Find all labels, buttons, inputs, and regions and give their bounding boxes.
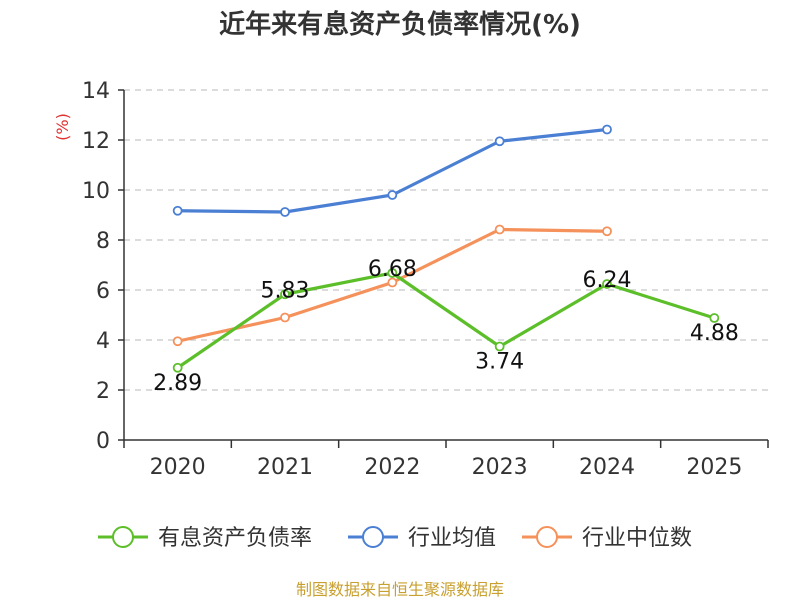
data-label: 4.88: [690, 321, 739, 346]
y-tick-label: 8: [96, 229, 110, 254]
legend-item[interactable]: 行业均值: [348, 526, 496, 551]
data-point[interactable]: [709, 313, 720, 323]
data-point[interactable]: [172, 205, 183, 216]
grid-lines: [124, 89, 768, 391]
data-labels: 2.89 5.83 6.68 3.74 6.24 4.88: [153, 257, 739, 396]
data-point[interactable]: [280, 312, 290, 323]
data-point[interactable]: [494, 224, 505, 235]
legend-marker: [536, 526, 558, 548]
legend[interactable]: 有息资产负债率 行业均值 行业中位数: [98, 526, 692, 551]
legend-marker: [362, 526, 384, 548]
data-label: 6.24: [583, 268, 632, 293]
data-point[interactable]: [280, 289, 290, 300]
data-point[interactable]: [387, 190, 398, 200]
axes: 0 2 4 6 8 10 12 14 2020 2021 2022 2023 2024 2025: [82, 79, 769, 480]
series-line: [176, 271, 715, 370]
x-tick-label: 2023: [472, 455, 528, 480]
y-tick-label: 0: [96, 429, 110, 454]
data-point[interactable]: [494, 341, 505, 352]
data-label: 6.68: [368, 257, 417, 282]
x-tick-label: 2025: [686, 455, 742, 480]
legend-label: 行业均值: [408, 526, 496, 551]
series-0: [172, 268, 720, 373]
y-tick-label: 10: [82, 179, 110, 204]
chart-title: 近年来有息资产负债率情况(%): [219, 9, 581, 40]
y-axis-label: (%): [53, 113, 72, 141]
y-tick-label: 6: [96, 279, 110, 304]
x-tick-label: 2024: [579, 455, 635, 480]
data-point[interactable]: [602, 226, 612, 237]
data-label: 2.89: [153, 371, 202, 396]
legend-label: 行业中位数: [582, 526, 692, 551]
series-1: [172, 124, 612, 217]
data-point[interactable]: [387, 277, 398, 288]
y-tick-label: 14: [82, 79, 110, 104]
y-tick-label: 4: [96, 329, 110, 354]
series-2: [172, 224, 612, 347]
legend-marker: [112, 526, 134, 548]
legend-item[interactable]: 行业中位数: [522, 526, 692, 551]
data-point[interactable]: [280, 207, 290, 217]
x-tick-label: 2021: [257, 455, 313, 480]
data-label: 3.74: [475, 350, 524, 375]
y-tick-label: 12: [82, 129, 110, 154]
data-point[interactable]: [602, 124, 612, 135]
x-tick-label: 2020: [150, 455, 206, 480]
x-tick-label: 2022: [364, 455, 420, 480]
y-tick-label: 2: [96, 379, 110, 404]
data-point[interactable]: [494, 136, 505, 147]
source-note: 制图数据来自恒生聚源数据库: [296, 580, 504, 599]
data-point[interactable]: [172, 362, 183, 373]
data-point[interactable]: [172, 336, 183, 347]
series-lines: [172, 124, 720, 373]
legend-label: 有息资产负债率: [158, 526, 312, 551]
data-label: 5.83: [261, 278, 310, 303]
data-point[interactable]: [602, 279, 612, 289]
data-point[interactable]: [387, 268, 398, 278]
legend-item[interactable]: 有息资产负债率: [98, 526, 312, 551]
